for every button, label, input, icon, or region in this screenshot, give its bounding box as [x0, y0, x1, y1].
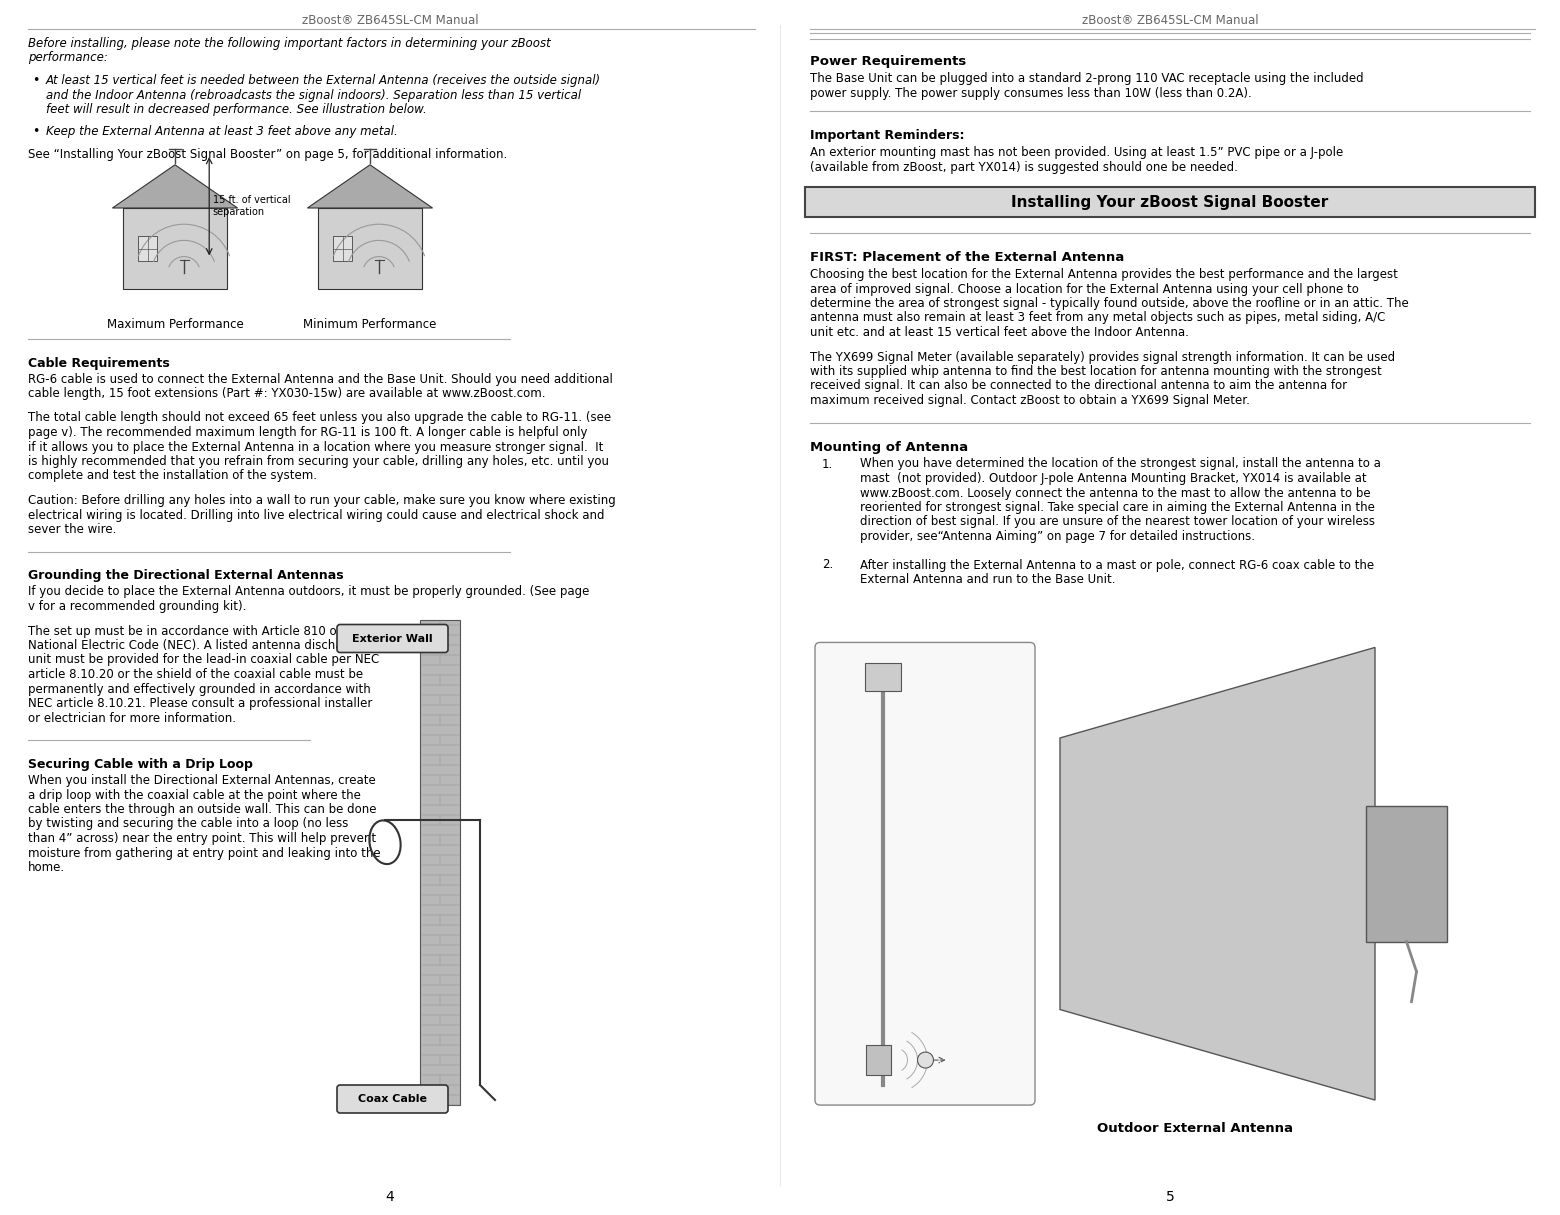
Text: cable length, 15 foot extensions (Part #: YX030-15w) are available at www.zBoost: cable length, 15 foot extensions (Part #…: [28, 388, 546, 400]
Text: page v). The recommended maximum length for RG-11 is 100 ft. A longer cable is h: page v). The recommended maximum length …: [28, 426, 588, 439]
Text: v for a recommended grounding kit).: v for a recommended grounding kit).: [28, 600, 246, 614]
Text: direction of best signal. If you are unsure of the nearest tower location of you: direction of best signal. If you are uns…: [860, 515, 1374, 529]
Text: The total cable length should not exceed 65 feet unless you also upgrade the cab: The total cable length should not exceed…: [28, 412, 612, 424]
Text: a drip loop with the coaxial cable at the point where the: a drip loop with the coaxial cable at th…: [28, 789, 360, 802]
Text: An exterior mounting mast has not been provided. Using at least 1.5” PVC pipe or: An exterior mounting mast has not been p…: [810, 146, 1343, 159]
Text: Before installing, please note the following important factors in determining yo: Before installing, please note the follo…: [28, 36, 551, 50]
Text: 1.: 1.: [822, 458, 833, 470]
Text: See “Installing Your zBoost Signal Booster” on page 5, for additional informatio: See “Installing Your zBoost Signal Boost…: [28, 148, 507, 162]
Text: or electrician for more information.: or electrician for more information.: [28, 712, 236, 724]
Text: received signal. It can also be connected to the directional antenna to aim the : received signal. It can also be connecte…: [810, 379, 1348, 392]
Text: Exterior Wall: Exterior Wall: [351, 633, 432, 644]
Bar: [805, 187, 1535, 217]
Bar: [1367, 806, 1448, 942]
Polygon shape: [1059, 648, 1374, 1100]
Text: FIRST: Placement of the External Antenna: FIRST: Placement of the External Antenna: [810, 252, 1125, 264]
Text: power supply. The power supply consumes less than 10W (less than 0.2A).: power supply. The power supply consumes …: [810, 86, 1251, 100]
Text: reoriented for strongest signal. Take special care in aiming the External Antenn: reoriented for strongest signal. Take sp…: [860, 501, 1374, 514]
Text: area of improved signal. Choose a location for the External Antenna using your c: area of improved signal. Choose a locati…: [810, 283, 1359, 295]
Text: National Electric Code (NEC). A listed antenna discharge: National Electric Code (NEC). A listed a…: [28, 639, 362, 652]
Text: •: •: [33, 125, 39, 139]
FancyBboxPatch shape: [337, 625, 448, 652]
Text: home.: home.: [28, 861, 66, 874]
Text: and the Indoor Antenna (rebroadcasts the signal indoors). Separation less than 1: and the Indoor Antenna (rebroadcasts the…: [45, 89, 582, 102]
Text: 4: 4: [385, 1189, 395, 1204]
Bar: [866, 1045, 891, 1075]
Bar: [332, 236, 353, 261]
Text: mast  (not provided). Outdoor J-pole Antenna Mounting Bracket, YX014 is availabl: mast (not provided). Outdoor J-pole Ante…: [860, 471, 1367, 485]
Text: Mounting of Antenna: Mounting of Antenna: [810, 441, 969, 453]
Text: zBoost® ZB645SL-CM Manual: zBoost® ZB645SL-CM Manual: [1081, 15, 1259, 28]
Text: 5: 5: [1165, 1189, 1175, 1204]
Text: provider, see“Antenna Aiming” on page 7 for detailed instructions.: provider, see“Antenna Aiming” on page 7 …: [860, 530, 1254, 543]
Text: Choosing the best location for the External Antenna provides the best performanc: Choosing the best location for the Exter…: [810, 269, 1398, 281]
Text: than 4” across) near the entry point. This will help prevent: than 4” across) near the entry point. Th…: [28, 832, 376, 844]
Text: zBoost® ZB645SL-CM Manual: zBoost® ZB645SL-CM Manual: [301, 15, 479, 28]
Bar: [137, 236, 158, 261]
Text: •: •: [33, 74, 39, 87]
Text: Power Requirements: Power Requirements: [810, 55, 966, 68]
Text: Grounding the Directional External Antennas: Grounding the Directional External Anten…: [28, 570, 343, 582]
Text: article 8.10.20 or the shield of the coaxial cable must be: article 8.10.20 or the shield of the coa…: [28, 668, 363, 680]
Text: www.zBoost.com. Loosely connect the antenna to the mast to allow the antenna to : www.zBoost.com. Loosely connect the ante…: [860, 486, 1371, 499]
Text: antenna must also remain at least 3 feet from any metal objects such as pipes, m: antenna must also remain at least 3 feet…: [810, 311, 1385, 324]
Text: unit must be provided for the lead-in coaxial cable per NEC: unit must be provided for the lead-in co…: [28, 654, 379, 667]
Text: complete and test the installation of the system.: complete and test the installation of th…: [28, 469, 317, 482]
Circle shape: [917, 1052, 933, 1068]
Text: Minimum Performance: Minimum Performance: [303, 318, 437, 332]
Text: (available from zBoost, part YX014) is suggested should one be needed.: (available from zBoost, part YX014) is s…: [810, 160, 1239, 174]
Text: maximum received signal. Contact zBoost to obtain a YX699 Signal Meter.: maximum received signal. Contact zBoost …: [810, 394, 1250, 407]
FancyBboxPatch shape: [337, 1085, 448, 1113]
Text: sever the wire.: sever the wire.: [28, 522, 117, 536]
Text: Coax Cable: Coax Cable: [357, 1094, 426, 1104]
Text: When you have determined the location of the strongest signal, install the anten: When you have determined the location of…: [860, 458, 1381, 470]
Text: When you install the Directional External Antennas, create: When you install the Directional Externa…: [28, 774, 376, 787]
Text: 15 ft. of vertical
separation: 15 ft. of vertical separation: [212, 196, 290, 217]
Polygon shape: [307, 165, 432, 208]
Text: by twisting and securing the cable into a loop (no less: by twisting and securing the cable into …: [28, 818, 348, 831]
Text: Securing Cable with a Drip Loop: Securing Cable with a Drip Loop: [28, 758, 253, 772]
Text: Important Reminders:: Important Reminders:: [810, 129, 964, 142]
Text: determine the area of strongest signal - typically found outside, above the rooﬂ: determine the area of strongest signal -…: [810, 296, 1409, 310]
Text: The Base Unit can be plugged into a standard 2-prong 110 VAC receptacle using th: The Base Unit can be plugged into a stan…: [810, 72, 1363, 85]
Text: permanently and effectively grounded in accordance with: permanently and effectively grounded in …: [28, 683, 371, 695]
Text: Installing Your zBoost Signal Booster: Installing Your zBoost Signal Booster: [1011, 194, 1329, 209]
FancyBboxPatch shape: [814, 643, 1034, 1106]
Text: Outdoor External Antenna: Outdoor External Antenna: [1097, 1123, 1293, 1135]
Text: Keep the External Antenna at least 3 feet above any metal.: Keep the External Antenna at least 3 fee…: [45, 125, 398, 139]
Polygon shape: [112, 165, 237, 208]
Bar: [864, 663, 902, 691]
Text: moisture from gathering at entry point and leaking into the: moisture from gathering at entry point a…: [28, 847, 381, 859]
Text: The YX699 Signal Meter (available separately) provides signal strength informati: The YX699 Signal Meter (available separa…: [810, 350, 1395, 363]
Text: if it allows you to place the External Antenna in a location where you measure s: if it allows you to place the External A…: [28, 441, 604, 453]
Text: External Antenna and run to the Base Unit.: External Antenna and run to the Base Uni…: [860, 573, 1115, 586]
Text: At least 15 vertical feet is needed between the External Antenna (receives the o: At least 15 vertical feet is needed betw…: [45, 74, 601, 87]
Text: cable enters the through an outside wall. This can be done: cable enters the through an outside wall…: [28, 803, 376, 816]
Bar: [123, 208, 226, 289]
Bar: [420, 620, 460, 1104]
Text: The set up must be in accordance with Article 810 of the: The set up must be in accordance with Ar…: [28, 625, 363, 638]
Text: If you decide to place the External Antenna outdoors, it must be properly ground: If you decide to place the External Ante…: [28, 586, 590, 599]
Text: unit etc. and at least 15 vertical feet above the Indoor Antenna.: unit etc. and at least 15 vertical feet …: [810, 326, 1189, 339]
Text: is highly recommended that you refrain from securing your cable, drilling any ho: is highly recommended that you refrain f…: [28, 454, 608, 468]
Text: feet will result in decreased performance. See illustration below.: feet will result in decreased performanc…: [45, 103, 427, 115]
Text: NEC article 8.10.21. Please consult a professional installer: NEC article 8.10.21. Please consult a pr…: [28, 697, 373, 710]
Text: RG-6 cable is used to connect the External Antenna and the Base Unit. Should you: RG-6 cable is used to connect the Extern…: [28, 373, 613, 385]
Text: Caution: Before drilling any holes into a wall to run your cable, make sure you : Caution: Before drilling any holes into …: [28, 495, 616, 507]
Text: Cable Requirements: Cable Requirements: [28, 356, 170, 369]
Text: After installing the External Antenna to a mast or pole, connect RG-6 coax cable: After installing the External Antenna to…: [860, 559, 1374, 571]
Text: electrical wiring is located. Drilling into live electrical wiring could cause a: electrical wiring is located. Drilling i…: [28, 509, 605, 521]
Text: 2.: 2.: [822, 559, 833, 571]
Text: Maximum Performance: Maximum Performance: [106, 318, 243, 332]
Bar: [318, 208, 421, 289]
Text: performance:: performance:: [28, 51, 108, 64]
Text: with its supplied whip antenna to ﬁnd the best location for antenna mounting wit: with its supplied whip antenna to ﬁnd th…: [810, 364, 1382, 378]
